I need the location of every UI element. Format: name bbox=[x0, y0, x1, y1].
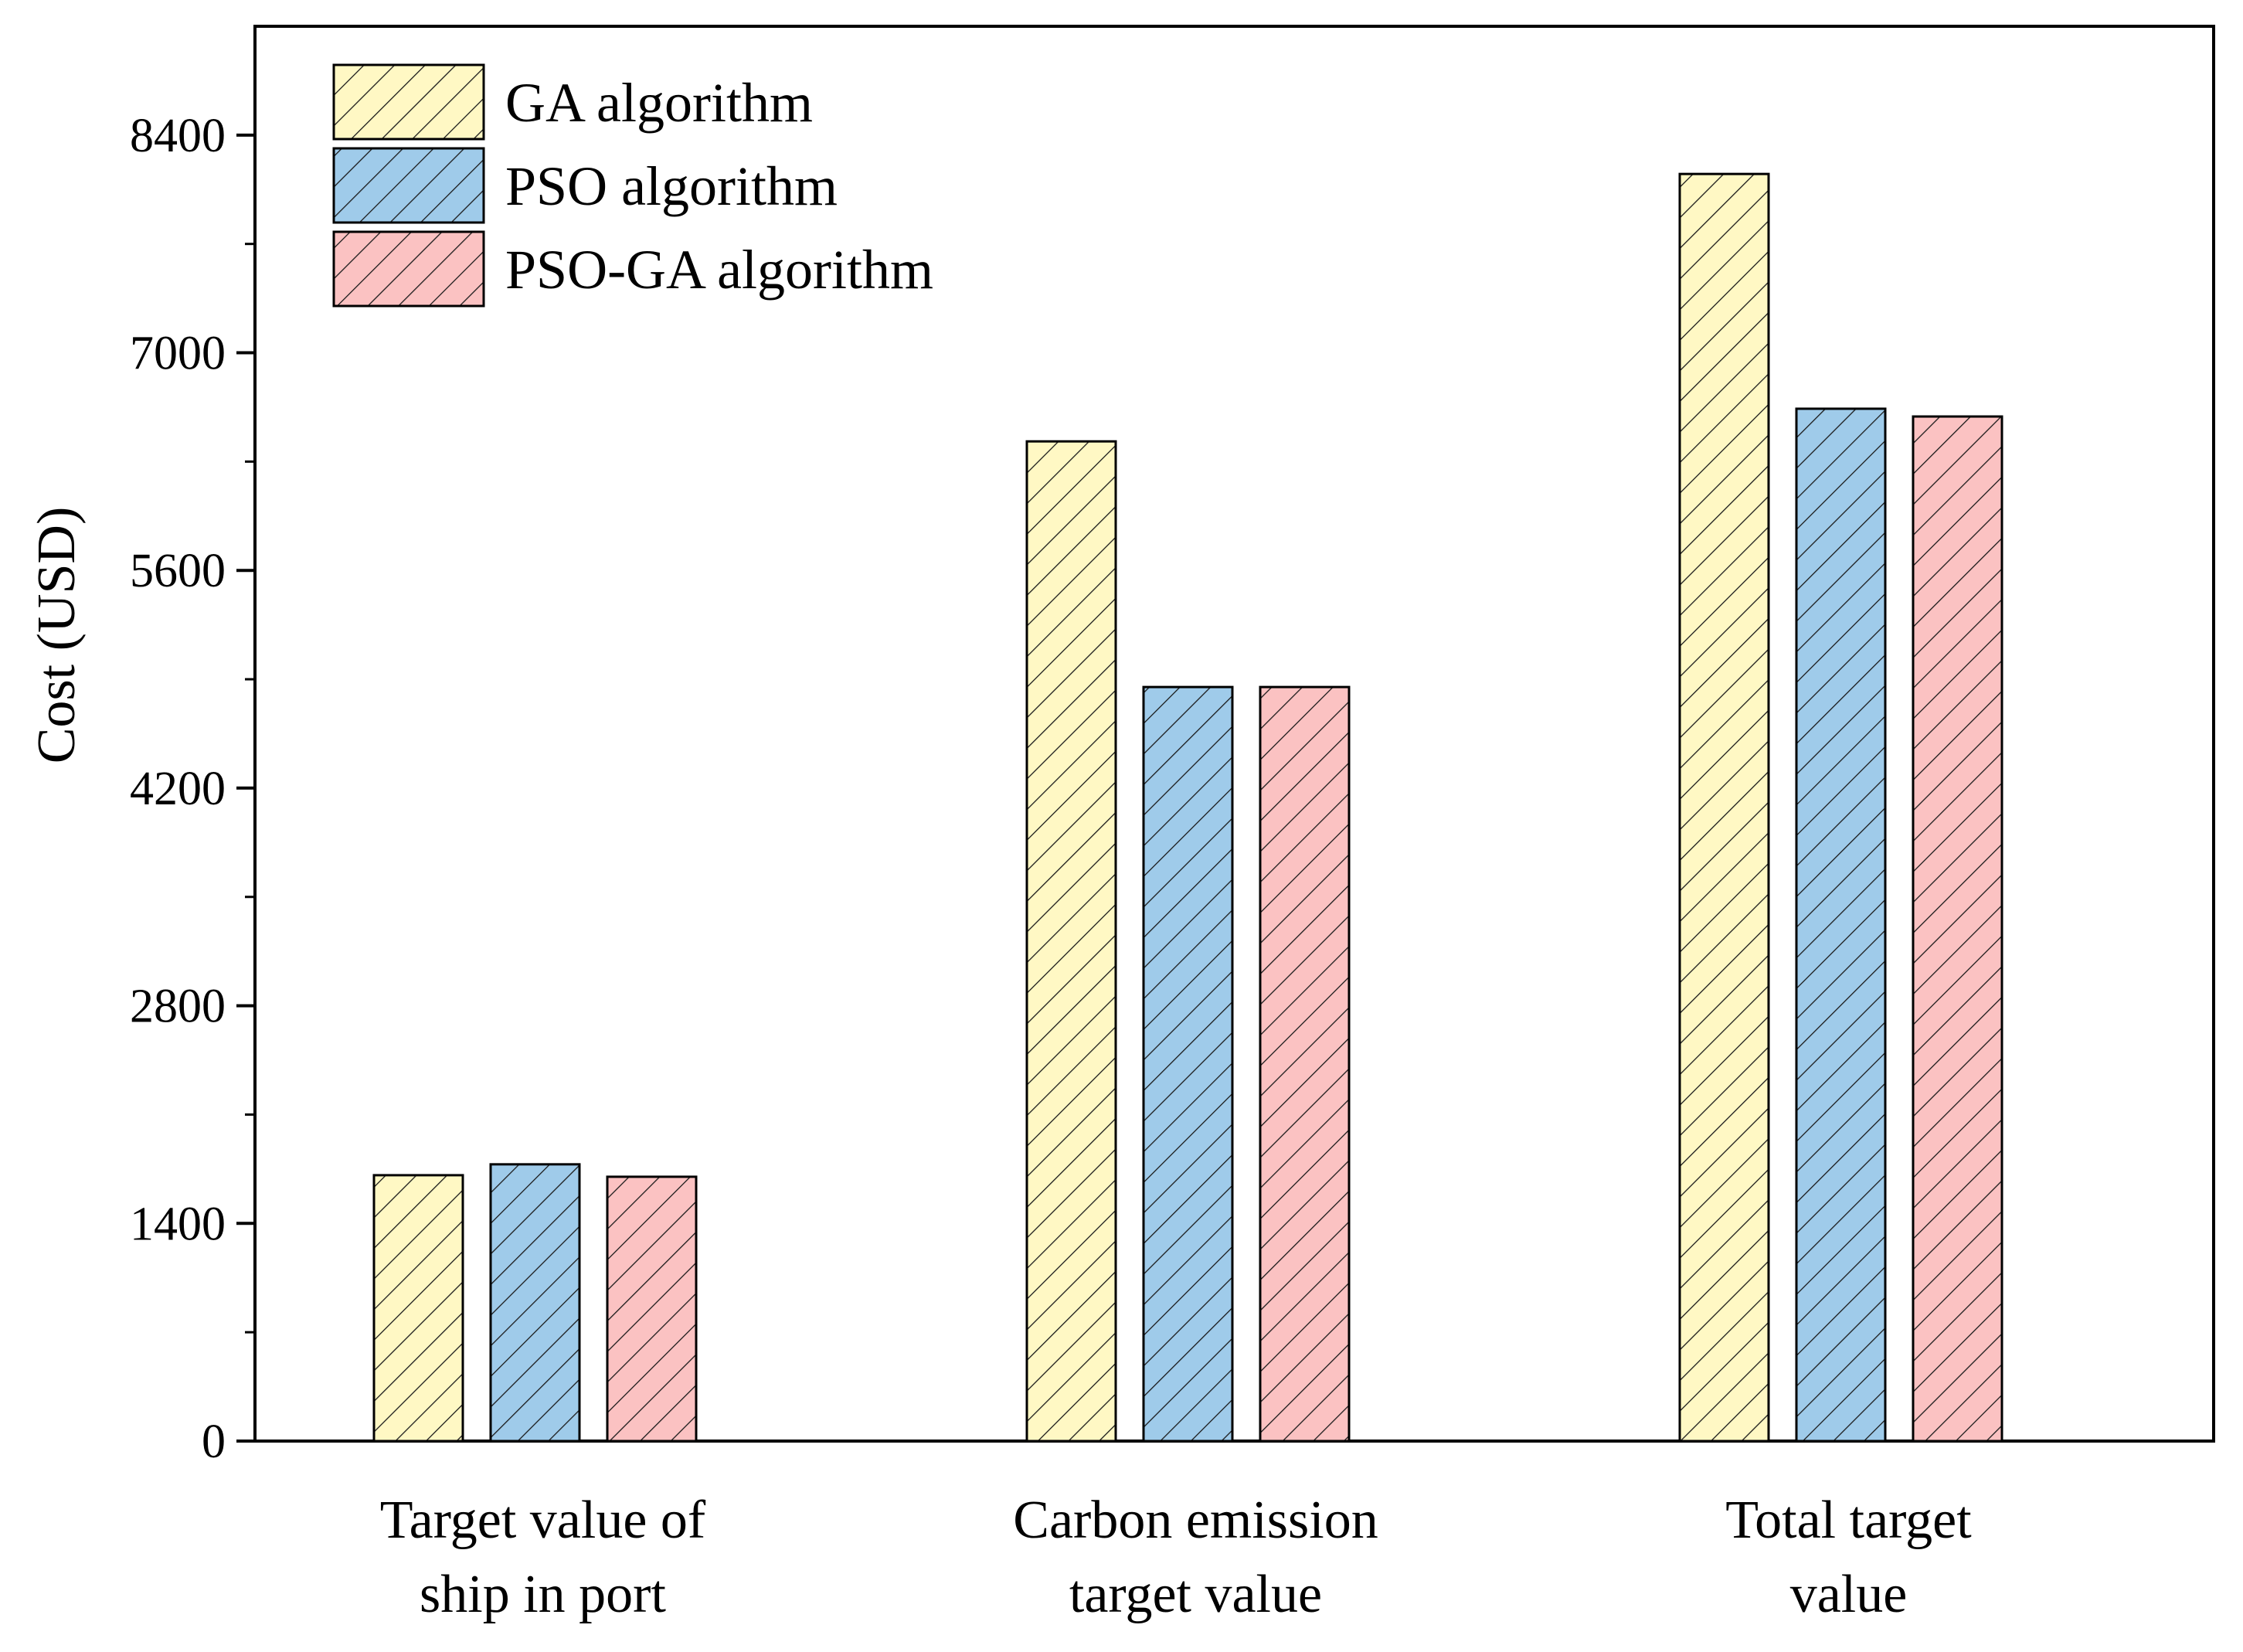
plot-area bbox=[253, 25, 2215, 1443]
y-tick-label: 4200 bbox=[130, 763, 226, 815]
legend-swatch bbox=[332, 230, 485, 308]
bar bbox=[1142, 685, 1234, 1443]
bar bbox=[1795, 407, 1887, 1443]
y-tick-label: 7000 bbox=[130, 328, 226, 380]
bar bbox=[606, 1175, 698, 1443]
y-axis: 0 1400 2800 4200 5600 7000 8400 bbox=[130, 110, 255, 1468]
x-axis: Target value of ship in port Carbon emissi… bbox=[380, 1491, 1972, 1624]
bar bbox=[1678, 172, 1770, 1443]
legend-label: PSO-GA algorithm bbox=[505, 239, 933, 301]
y-tick-label: 1400 bbox=[130, 1198, 226, 1250]
x-category-label: Target value of ship in port bbox=[380, 1491, 706, 1624]
bars bbox=[372, 172, 2003, 1443]
bar bbox=[489, 1163, 581, 1443]
x-category-label-line: Total target bbox=[1725, 1491, 1972, 1550]
legend-swatch bbox=[332, 147, 485, 224]
x-category-label-line: target value bbox=[1069, 1565, 1322, 1624]
bar bbox=[1025, 440, 1117, 1443]
y-tick-label: 8400 bbox=[130, 110, 226, 162]
legend-label: PSO algorithm bbox=[505, 155, 838, 217]
y-tick-label: 5600 bbox=[130, 545, 226, 597]
x-category-label-line: value bbox=[1790, 1565, 1908, 1624]
y-axis-title: Cost (USD) bbox=[27, 507, 87, 764]
bar bbox=[372, 1174, 464, 1443]
legend: GA algorithm PSO algorithm PSO-GA algorith… bbox=[332, 63, 933, 308]
legend-swatch bbox=[332, 63, 485, 141]
x-category-label-line: Target value of bbox=[380, 1491, 706, 1550]
x-category-label: Total target value bbox=[1725, 1491, 1972, 1624]
plot-frame bbox=[253, 25, 2215, 1443]
y-tick-label: 2800 bbox=[130, 981, 226, 1033]
x-category-label-line: Carbon emission bbox=[1013, 1491, 1378, 1550]
y-tick-label: 0 bbox=[202, 1416, 226, 1468]
x-category-label: Carbon emission target value bbox=[1013, 1491, 1378, 1624]
bar bbox=[1259, 685, 1351, 1443]
legend-label: GA algorithm bbox=[505, 72, 813, 134]
x-category-label-line: ship in port bbox=[420, 1565, 666, 1624]
bar bbox=[1912, 415, 2003, 1443]
